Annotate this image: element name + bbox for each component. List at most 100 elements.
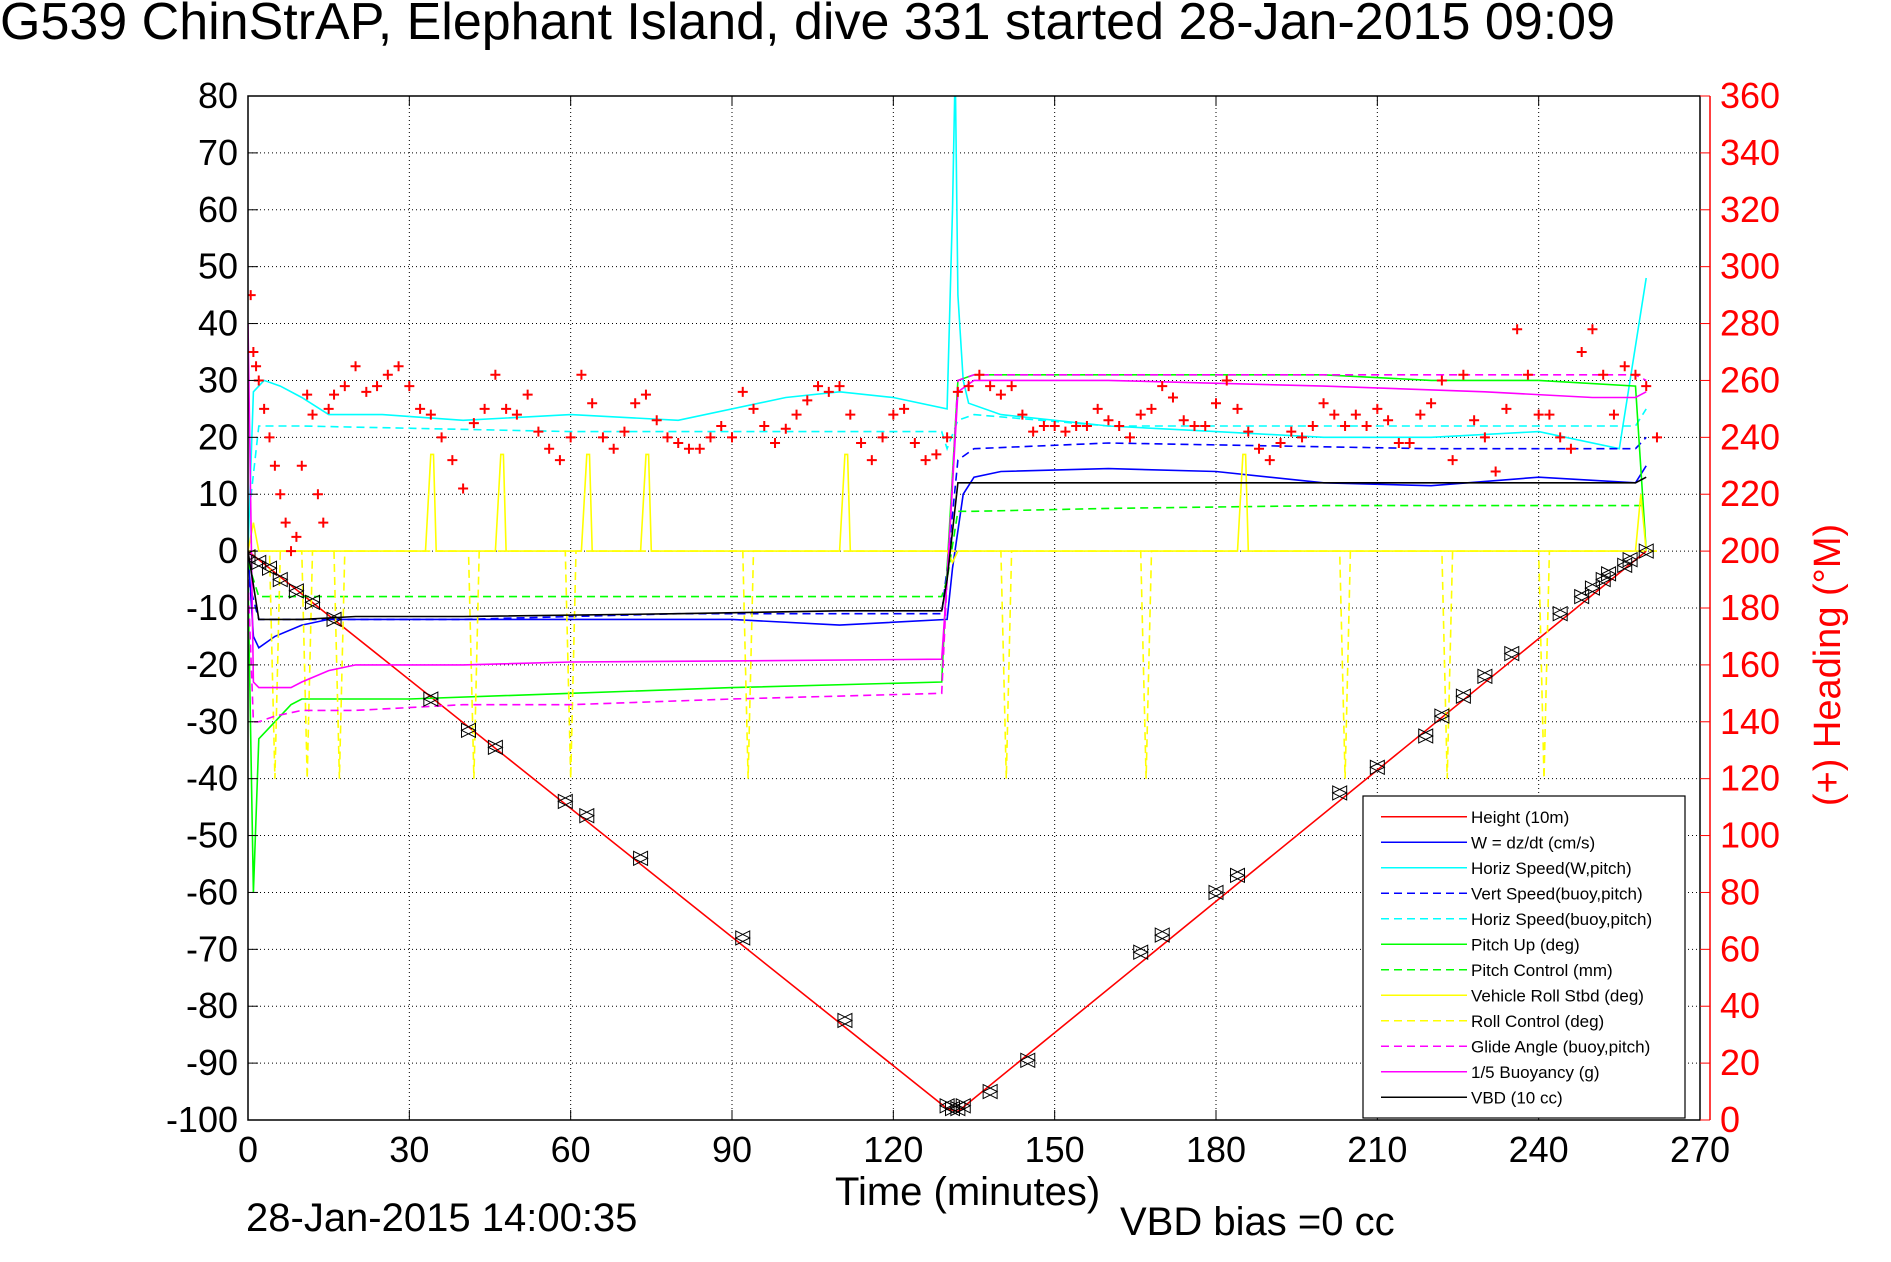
depth-marker — [982, 1083, 999, 1100]
y2-tick-label: 280 — [1720, 303, 1780, 344]
x-tick-label: 120 — [863, 1129, 923, 1170]
heading-point — [673, 438, 684, 449]
y2-tick-label: 220 — [1720, 473, 1780, 514]
heading-point — [312, 489, 323, 500]
heading-point — [1264, 455, 1275, 466]
depth-marker — [1621, 551, 1639, 568]
heading-point — [436, 432, 447, 443]
heading-point — [269, 460, 280, 471]
heading-point — [866, 455, 877, 466]
heading-point — [1006, 381, 1017, 392]
depth-marker — [1503, 645, 1520, 662]
y-tick-label: -10 — [186, 587, 238, 628]
heading-point — [1512, 324, 1523, 335]
heading-point — [619, 426, 630, 437]
y-tick-label: 50 — [198, 246, 238, 287]
heading-point — [1587, 324, 1598, 335]
heading-point — [694, 443, 705, 454]
heading-point — [361, 386, 372, 397]
heading-point — [1049, 420, 1060, 431]
heading-point — [1630, 369, 1641, 380]
y2-tick-label: 240 — [1720, 416, 1780, 457]
heading-point — [248, 347, 259, 357]
heading-point — [1555, 432, 1566, 443]
heading-point — [1576, 347, 1587, 357]
heading-point — [952, 386, 963, 397]
heading-point — [823, 386, 834, 397]
heading-point — [877, 432, 888, 443]
y2-tick-label: 80 — [1720, 871, 1760, 912]
y2-tick-label: 40 — [1720, 985, 1760, 1026]
heading-point — [630, 398, 641, 409]
heading-point — [404, 381, 415, 392]
heading-point — [963, 381, 974, 392]
heading-point — [985, 381, 996, 392]
heading-point — [1124, 432, 1135, 443]
depth-marker — [1433, 708, 1450, 724]
y-tick-label: -70 — [186, 928, 238, 969]
y-tick-label: -80 — [186, 985, 238, 1026]
legend-label: Glide Angle (buoy,pitch) — [1471, 1037, 1650, 1056]
heading-point — [770, 438, 781, 449]
heading-point — [995, 389, 1006, 400]
heading-point — [1307, 420, 1318, 431]
heading-point — [1651, 432, 1662, 443]
legend-label: Roll Control (deg) — [1471, 1012, 1604, 1031]
depth-marker — [304, 594, 321, 611]
heading-point — [942, 432, 953, 443]
right-axis-label: (+) Heading (°M) — [1807, 524, 1849, 806]
y2-tick-label: 340 — [1720, 132, 1780, 173]
heading-point — [727, 432, 737, 443]
vbd-bias-note: VBD bias =0 cc — [1120, 1200, 1395, 1244]
x-tick-label: 0 — [238, 1129, 258, 1170]
heading-point — [1071, 420, 1082, 431]
depth-marker — [1019, 1052, 1036, 1069]
depth-marker — [1600, 566, 1617, 582]
series-line-5 — [248, 408, 1647, 523]
legend-label: Horiz Speed(W,pitch) — [1471, 859, 1632, 878]
heading-point — [1189, 420, 1200, 431]
legend: Height (10m) W = dz/dt (cm/s) Horiz Speed(… — [1362, 795, 1686, 1119]
depth-marker — [1476, 668, 1494, 685]
heading-point — [1178, 415, 1189, 426]
heading-point — [1146, 403, 1157, 414]
legend-box — [1362, 795, 1686, 1119]
series-line-7 — [248, 504, 1647, 598]
y-tick-label: 40 — [198, 303, 238, 344]
depth-marker — [1229, 867, 1246, 884]
heading-point — [1114, 420, 1125, 431]
heading-point — [1340, 420, 1351, 431]
heading-point — [1028, 426, 1039, 437]
heading-point — [748, 403, 759, 414]
heading-point — [1458, 369, 1469, 380]
heading-point — [307, 409, 318, 420]
heading-point — [425, 409, 436, 420]
x-tick-label: 150 — [1025, 1129, 1085, 1170]
heading-point — [1426, 398, 1437, 409]
heading-point — [1447, 455, 1458, 466]
heading-point — [350, 361, 361, 372]
legend-label: Pitch Up (deg) — [1471, 935, 1580, 954]
x-axis-label: Time (minutes) — [835, 1170, 1101, 1214]
heading-point — [1393, 438, 1404, 449]
y-tick-label: 60 — [198, 189, 238, 230]
y-tick-label: -30 — [186, 701, 238, 742]
heading-point — [1038, 420, 1049, 431]
heading-point — [1221, 375, 1232, 386]
heading-point — [291, 531, 302, 542]
heading-point — [1533, 409, 1544, 420]
heading-point — [275, 489, 286, 500]
series-line-1 — [248, 550, 1647, 1113]
heading-point — [759, 420, 770, 431]
depth-marker — [1595, 571, 1612, 588]
depth-marker — [1455, 688, 1472, 704]
heading-point — [1608, 409, 1619, 420]
x-tick-label: 180 — [1186, 1129, 1246, 1170]
heading-point — [1243, 426, 1254, 437]
y-tick-label: 20 — [198, 416, 238, 457]
heading-point — [490, 369, 501, 380]
heading-point — [920, 455, 931, 466]
y2-tick-label: 140 — [1720, 701, 1780, 742]
y-tick-label: 10 — [198, 473, 238, 514]
depth-marker — [1552, 605, 1569, 622]
